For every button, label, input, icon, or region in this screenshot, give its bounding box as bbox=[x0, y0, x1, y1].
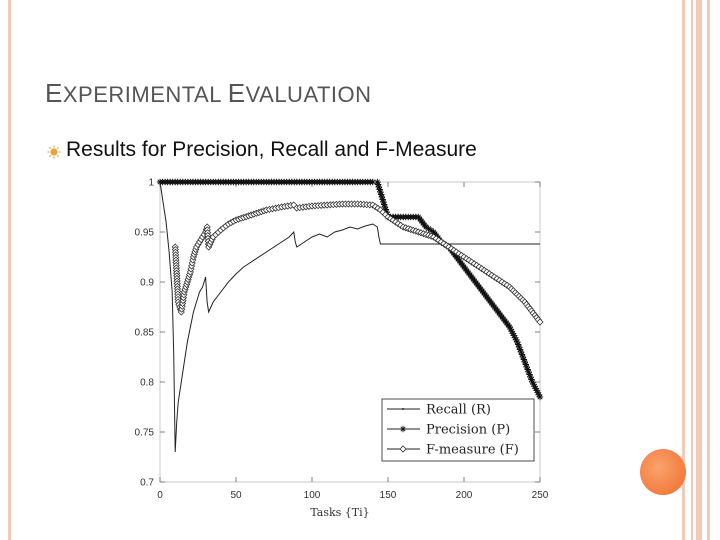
data-point bbox=[525, 368, 532, 376]
data-point bbox=[374, 181, 382, 188]
data-point bbox=[527, 373, 534, 381]
data-point bbox=[536, 393, 544, 401]
legend: Recall (R) Precision (P) F-measure (F) bbox=[381, 398, 535, 462]
data-point bbox=[508, 328, 515, 335]
data-point bbox=[512, 336, 520, 344]
x-tick-label: 250 bbox=[532, 490, 549, 501]
y-tick-label: 1 bbox=[148, 178, 154, 189]
y-tick-label: 0.7 bbox=[140, 478, 154, 489]
data-point bbox=[427, 227, 435, 234]
data-point bbox=[380, 198, 387, 206]
y-tick-label: 0.9 bbox=[140, 278, 154, 289]
data-point bbox=[381, 201, 388, 208]
data-point bbox=[369, 178, 376, 186]
data-point bbox=[379, 196, 386, 203]
data-point bbox=[536, 318, 544, 326]
sun-bullet-icon bbox=[47, 145, 61, 159]
data-point bbox=[511, 334, 519, 341]
data-point bbox=[377, 188, 384, 196]
data-point bbox=[381, 203, 389, 211]
data-point bbox=[533, 387, 540, 394]
data-point bbox=[514, 341, 522, 348]
bullet-text: Results for Precision, Recall and F-Meas… bbox=[66, 138, 477, 161]
data-point bbox=[516, 346, 524, 353]
data-point bbox=[422, 223, 430, 231]
x-tick-label: 0 bbox=[157, 490, 163, 501]
series-star bbox=[156, 178, 544, 401]
data-point bbox=[507, 325, 514, 333]
data-point bbox=[506, 323, 513, 331]
data-point bbox=[376, 186, 383, 193]
y-tick-label: 0.85 bbox=[135, 328, 155, 339]
x-tick-label: 200 bbox=[456, 490, 473, 501]
right-frame-decoration bbox=[682, 0, 712, 540]
data-point bbox=[528, 376, 535, 383]
data-point bbox=[510, 332, 518, 339]
data-point bbox=[530, 380, 537, 388]
legend-entry: Precision (P) bbox=[426, 423, 510, 438]
data-point bbox=[402, 408, 404, 410]
series-line bbox=[159, 181, 540, 453]
x-tick-label: 50 bbox=[230, 490, 242, 501]
y-tick-label: 0.95 bbox=[135, 228, 155, 239]
x-tick-label: 150 bbox=[380, 490, 397, 501]
data-point bbox=[509, 330, 517, 337]
data-point bbox=[399, 445, 407, 453]
data-point bbox=[383, 208, 390, 216]
data-point bbox=[515, 343, 523, 351]
data-point bbox=[535, 391, 543, 399]
data-point bbox=[514, 338, 521, 346]
data-point bbox=[375, 183, 383, 191]
data-point bbox=[519, 353, 527, 361]
slide-title: EXPERIMENTAL EVALUATION bbox=[45, 78, 372, 108]
decorative-orange-circle bbox=[640, 449, 686, 495]
series-point bbox=[159, 181, 540, 453]
data-point bbox=[518, 351, 526, 358]
data-point bbox=[531, 383, 538, 390]
data-point bbox=[378, 193, 386, 201]
y-tick-label: 0.75 bbox=[135, 428, 155, 439]
legend-entry: F-measure (F) bbox=[426, 443, 519, 458]
x-tick-label: 100 bbox=[304, 490, 321, 501]
data-point bbox=[517, 348, 525, 356]
legend-entry: Recall (R) bbox=[426, 403, 491, 418]
precision-recall-chart: 0.7 0.75 0.8 0.85 0.9 0.95 1 0 50 100 150 200 250 Tas… bbox=[135, 178, 549, 520]
left-frame-line bbox=[8, 0, 11, 540]
data-point bbox=[529, 378, 536, 386]
data-point bbox=[523, 363, 530, 371]
y-tick-label: 0.8 bbox=[140, 378, 154, 389]
data-point bbox=[522, 361, 529, 368]
data-point bbox=[425, 225, 432, 232]
data-point bbox=[534, 389, 542, 396]
data-point bbox=[524, 366, 531, 373]
data-point bbox=[382, 206, 389, 213]
series-line bbox=[160, 181, 541, 398]
data-point bbox=[377, 191, 385, 198]
data-point bbox=[520, 356, 528, 363]
data-point bbox=[399, 425, 407, 433]
data-point bbox=[521, 358, 528, 366]
x-axis-label: Tasks {Ti} bbox=[310, 506, 369, 519]
series-diamond bbox=[171, 200, 544, 326]
data-point bbox=[532, 385, 539, 392]
data-point bbox=[526, 371, 533, 378]
data-point bbox=[374, 178, 381, 186]
